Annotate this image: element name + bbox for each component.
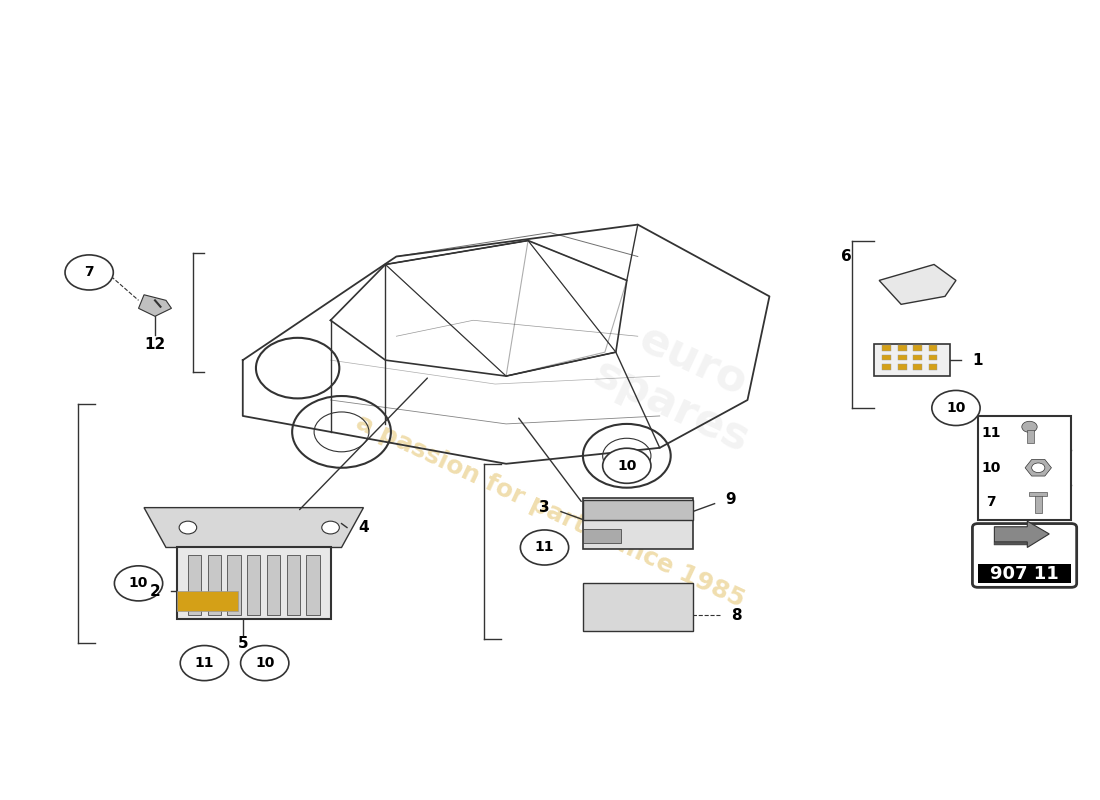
Text: 11: 11 [535, 541, 554, 554]
Circle shape [65, 255, 113, 290]
Text: 907 11: 907 11 [990, 565, 1059, 582]
Polygon shape [994, 542, 1027, 545]
Text: a passion for parts since 1985: a passion for parts since 1985 [352, 410, 748, 613]
Bar [882, 354, 891, 360]
Circle shape [932, 390, 980, 426]
FancyBboxPatch shape [873, 344, 950, 376]
Circle shape [179, 521, 197, 534]
Bar [882, 364, 891, 370]
Circle shape [1032, 463, 1045, 473]
Bar [898, 364, 906, 370]
Bar [913, 354, 922, 360]
Text: 5: 5 [238, 636, 249, 650]
Circle shape [180, 646, 229, 681]
Text: 4: 4 [359, 520, 369, 535]
Bar [177, 591, 239, 611]
Bar [978, 564, 1071, 583]
Bar [287, 555, 300, 615]
Text: 2: 2 [150, 584, 161, 599]
Polygon shape [879, 265, 956, 304]
FancyBboxPatch shape [972, 523, 1077, 587]
Polygon shape [139, 294, 172, 316]
Bar [208, 555, 221, 615]
Bar [898, 345, 906, 350]
Text: euro
spares: euro spares [586, 306, 777, 462]
Polygon shape [994, 521, 1049, 547]
Bar [228, 555, 241, 615]
Text: 11: 11 [195, 656, 214, 670]
Text: 10: 10 [129, 576, 149, 590]
Bar [898, 354, 906, 360]
FancyBboxPatch shape [583, 583, 693, 631]
FancyBboxPatch shape [177, 547, 331, 619]
Bar [882, 345, 891, 350]
Circle shape [241, 646, 289, 681]
Polygon shape [1025, 459, 1052, 476]
Bar [583, 529, 621, 543]
Bar [1035, 494, 1042, 513]
Text: 3: 3 [539, 500, 550, 515]
Bar [1030, 492, 1047, 496]
Text: 12: 12 [144, 337, 166, 352]
Bar [928, 345, 937, 350]
Circle shape [1022, 422, 1037, 433]
Bar [978, 416, 1071, 519]
Bar [583, 500, 693, 519]
Bar [267, 555, 280, 615]
Text: 10: 10 [981, 461, 1001, 474]
FancyBboxPatch shape [583, 498, 693, 550]
Text: 8: 8 [732, 608, 741, 622]
Text: 10: 10 [946, 401, 966, 415]
Text: 6: 6 [840, 249, 851, 264]
Polygon shape [144, 508, 363, 547]
Text: 7: 7 [85, 266, 94, 279]
Text: 9: 9 [726, 492, 736, 507]
Text: 1: 1 [972, 353, 983, 368]
Circle shape [603, 448, 651, 483]
Circle shape [520, 530, 569, 565]
Bar [913, 364, 922, 370]
Bar [913, 345, 922, 350]
Text: 10: 10 [255, 656, 274, 670]
Bar [928, 364, 937, 370]
Text: 7: 7 [987, 495, 996, 510]
Circle shape [114, 566, 163, 601]
Bar [248, 555, 261, 615]
Bar [307, 555, 320, 615]
Text: 11: 11 [981, 426, 1001, 440]
Text: 10: 10 [617, 458, 637, 473]
Bar [188, 555, 201, 615]
Circle shape [322, 521, 339, 534]
Bar [928, 354, 937, 360]
Bar [1027, 430, 1034, 442]
